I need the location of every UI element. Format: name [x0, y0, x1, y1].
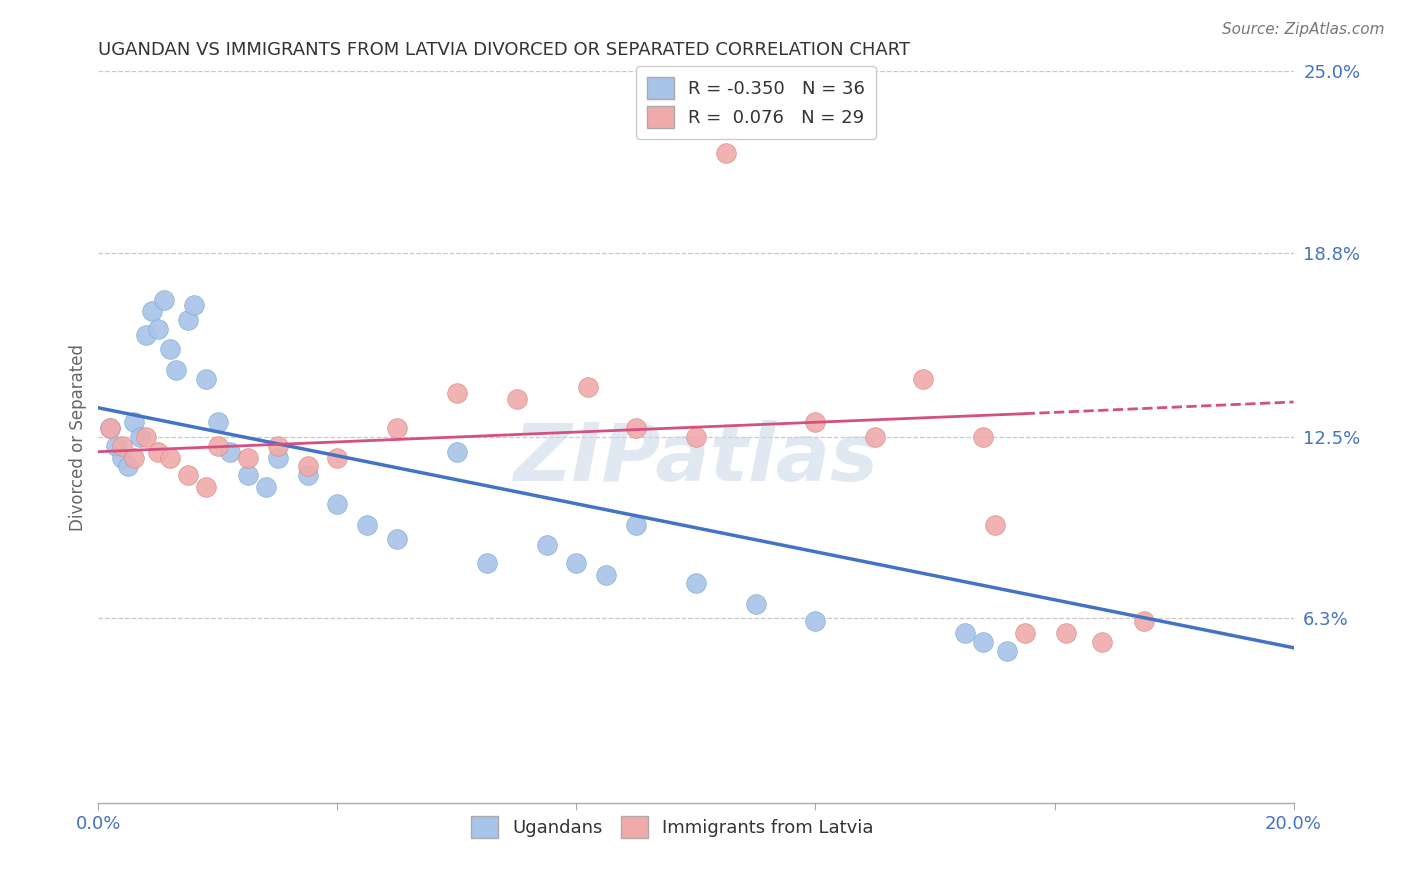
Point — [135, 327, 157, 342]
Point — [953, 626, 976, 640]
Point — [385, 533, 409, 547]
Point — [745, 597, 768, 611]
Point — [804, 615, 827, 629]
Point — [148, 322, 170, 336]
Point — [326, 497, 349, 511]
Point — [385, 421, 409, 435]
Point — [236, 450, 259, 465]
Point — [135, 430, 157, 444]
Point — [124, 416, 146, 430]
Point — [129, 430, 152, 444]
Point — [865, 430, 887, 444]
Point — [98, 421, 122, 435]
Point — [219, 444, 242, 458]
Point — [236, 468, 259, 483]
Point — [984, 517, 1007, 532]
Y-axis label: Divorced or Separated: Divorced or Separated — [69, 343, 87, 531]
Point — [1133, 615, 1156, 629]
Point — [685, 430, 707, 444]
Point — [578, 380, 600, 394]
Point — [1091, 635, 1114, 649]
Point — [626, 517, 648, 532]
Point — [446, 444, 468, 458]
Point — [475, 556, 498, 570]
Point — [159, 343, 181, 357]
Point — [111, 450, 134, 465]
Legend: Ugandans, Immigrants from Latvia: Ugandans, Immigrants from Latvia — [464, 808, 880, 845]
Point — [1056, 626, 1078, 640]
Point — [326, 450, 349, 465]
Point — [207, 439, 229, 453]
Point — [972, 635, 994, 649]
Point — [207, 416, 229, 430]
Point — [124, 450, 146, 465]
Point — [195, 480, 218, 494]
Point — [1014, 626, 1036, 640]
Point — [297, 459, 319, 474]
Point — [117, 459, 139, 474]
Point — [446, 386, 468, 401]
Text: Source: ZipAtlas.com: Source: ZipAtlas.com — [1222, 22, 1385, 37]
Point — [297, 468, 319, 483]
Point — [183, 298, 205, 312]
Text: ZIPatlas: ZIPatlas — [513, 420, 879, 498]
Point — [804, 416, 827, 430]
Point — [254, 480, 277, 494]
Point — [912, 371, 935, 385]
Point — [148, 444, 170, 458]
Point — [595, 567, 617, 582]
Point — [565, 556, 588, 570]
Text: UGANDAN VS IMMIGRANTS FROM LATVIA DIVORCED OR SEPARATED CORRELATION CHART: UGANDAN VS IMMIGRANTS FROM LATVIA DIVORC… — [98, 41, 911, 59]
Point — [177, 313, 200, 327]
Point — [972, 430, 994, 444]
Point — [626, 421, 648, 435]
Point — [267, 439, 290, 453]
Point — [995, 643, 1018, 657]
Point — [685, 576, 707, 591]
Point — [105, 439, 128, 453]
Point — [714, 146, 737, 161]
Point — [98, 421, 122, 435]
Point — [159, 450, 181, 465]
Point — [267, 450, 290, 465]
Point — [506, 392, 529, 406]
Point — [153, 293, 176, 307]
Point — [111, 439, 134, 453]
Point — [141, 304, 163, 318]
Point — [536, 538, 558, 552]
Point — [165, 363, 187, 377]
Point — [177, 468, 200, 483]
Point — [195, 371, 218, 385]
Point — [356, 517, 378, 532]
